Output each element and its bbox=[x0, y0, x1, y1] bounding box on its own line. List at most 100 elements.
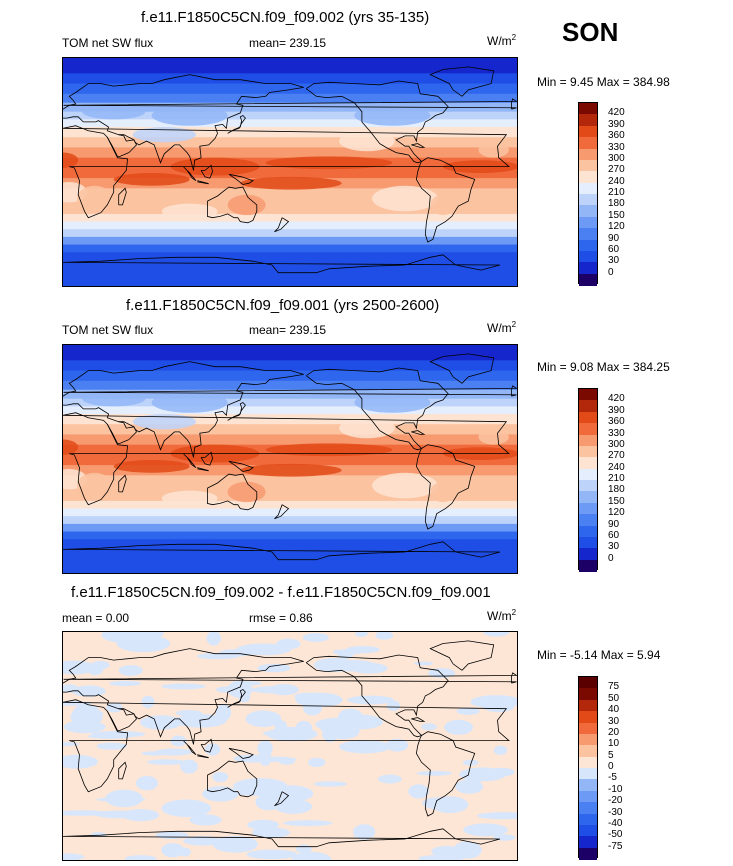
diff-negative-patch bbox=[327, 723, 360, 740]
diff-negative-patch bbox=[141, 695, 155, 709]
colorbar-tick-label: 0 bbox=[608, 552, 614, 564]
sw-flux-band bbox=[63, 552, 517, 573]
coastlines bbox=[63, 640, 517, 848]
colorbar-segment bbox=[579, 480, 597, 492]
coastline bbox=[106, 421, 137, 444]
panel3-mean-label: mean = 0.00 bbox=[62, 611, 130, 625]
diff-negative-patch bbox=[212, 835, 258, 853]
colorbar-segment bbox=[579, 514, 597, 526]
coastline bbox=[305, 80, 449, 164]
colorbar-tick-label: 330 bbox=[608, 427, 625, 439]
sw-flux-region bbox=[151, 392, 228, 413]
coastline bbox=[183, 453, 197, 469]
sw-flux-region bbox=[372, 185, 438, 212]
diff-negative-patch bbox=[135, 776, 158, 791]
diff-negative-patch bbox=[63, 810, 111, 816]
colorbar-segment bbox=[579, 423, 597, 435]
colorbar-tick-label: 30 bbox=[608, 255, 620, 267]
colorbar-tick-label: 420 bbox=[608, 393, 625, 405]
diff-negative-patch bbox=[124, 855, 157, 860]
sw-flux-band bbox=[63, 389, 517, 400]
diff-negative-patch bbox=[416, 770, 453, 776]
sw-flux-region bbox=[63, 439, 79, 455]
sw-flux-region bbox=[227, 194, 266, 216]
diff-negative-patch bbox=[161, 799, 212, 818]
colorbar-tick-label: 180 bbox=[608, 198, 625, 210]
diff-negative-patch bbox=[455, 779, 484, 794]
coastline bbox=[411, 717, 426, 722]
sw-flux-band bbox=[63, 119, 517, 128]
sw-flux-region bbox=[76, 472, 113, 499]
colorbar-tick-label: 240 bbox=[608, 461, 625, 473]
panel3-colorbar: 75 50 40 30 20 10 5 0 -5 -10 -20 -30 -40 -50 -75 bbox=[578, 676, 658, 860]
sw-flux-region bbox=[354, 392, 431, 413]
colorbar-segment bbox=[579, 262, 597, 275]
sw-flux-region bbox=[132, 127, 196, 143]
diff-negative-patch bbox=[118, 665, 143, 676]
coastlines bbox=[63, 353, 517, 561]
panel3-minmax-label: Min = -5.14 Max = 5.94 bbox=[537, 648, 661, 662]
diff-negative-patch bbox=[204, 743, 221, 756]
sw-flux-region bbox=[372, 472, 438, 499]
diff-negative-patch bbox=[488, 767, 515, 777]
colorbar-tick-label: 270 bbox=[608, 164, 625, 176]
colorbar-tick-label: 240 bbox=[608, 175, 625, 187]
colorbar-segment bbox=[579, 548, 597, 561]
sw-flux-band bbox=[63, 137, 517, 149]
colorbar-segment bbox=[579, 745, 597, 758]
colorbar-tick-label: 390 bbox=[608, 118, 625, 130]
diff-negative-patch bbox=[140, 715, 183, 730]
sw-flux-band bbox=[63, 398, 517, 407]
colorbar-tick-label: 0 bbox=[608, 761, 614, 772]
colorbar-tick-label: -5 bbox=[608, 772, 617, 784]
diff-negative-patch bbox=[408, 784, 430, 799]
coastline bbox=[274, 504, 290, 520]
coastline bbox=[228, 173, 254, 185]
sw-flux-band bbox=[63, 58, 517, 74]
colorbar-tick-label: -30 bbox=[608, 806, 623, 818]
sw-flux-band bbox=[63, 516, 517, 525]
sw-flux-region bbox=[430, 481, 456, 503]
coastline bbox=[228, 747, 254, 759]
coastline bbox=[274, 217, 290, 233]
coastline bbox=[197, 467, 209, 472]
colorbar-tick-label: 75 bbox=[608, 681, 620, 693]
diff-negative-patch bbox=[63, 853, 85, 860]
diff-negative-patch bbox=[233, 778, 288, 795]
panel1-minmax-label: Min = 9.45 Max = 384.98 bbox=[537, 75, 670, 89]
diff-negative-patch bbox=[246, 849, 298, 860]
diff-negative-patch bbox=[212, 771, 229, 783]
colorbar-segment bbox=[579, 711, 597, 723]
colorbar-segment bbox=[579, 445, 597, 458]
colorbar-segment bbox=[579, 103, 597, 115]
sw-flux-band bbox=[63, 221, 517, 230]
coastline bbox=[106, 708, 137, 731]
diff-negative-patch bbox=[291, 851, 332, 860]
diff-negative-patch bbox=[431, 845, 462, 857]
sw-flux-band bbox=[63, 414, 517, 425]
diff-negative-patch bbox=[161, 843, 184, 858]
colorbar-segment bbox=[579, 559, 597, 572]
diff-negative-patch bbox=[355, 632, 368, 638]
sw-flux-band bbox=[63, 244, 517, 253]
sw-flux-band bbox=[63, 102, 517, 113]
panel1-mean-label: mean= 239.15 bbox=[249, 36, 327, 50]
season-label: SON bbox=[562, 17, 619, 47]
coastline bbox=[63, 254, 501, 274]
sw-flux-band bbox=[63, 531, 517, 540]
sw-flux-region bbox=[339, 130, 395, 152]
coastline bbox=[63, 385, 517, 397]
colorbar-segment bbox=[579, 148, 597, 161]
sw-flux-region bbox=[76, 185, 113, 212]
sw-flux-region bbox=[227, 481, 266, 503]
diff-negative-patch bbox=[155, 831, 189, 839]
diff-negative-patch bbox=[444, 719, 473, 735]
sw-flux-band bbox=[63, 434, 517, 446]
diff-negative-patch bbox=[206, 632, 221, 646]
diff-negative-patch bbox=[313, 781, 348, 787]
coastline bbox=[429, 640, 495, 671]
colorbar-segment bbox=[579, 491, 597, 504]
panel1-map-svg bbox=[63, 58, 517, 286]
colorbar-segment bbox=[579, 824, 597, 837]
sw-flux-region bbox=[240, 176, 342, 190]
